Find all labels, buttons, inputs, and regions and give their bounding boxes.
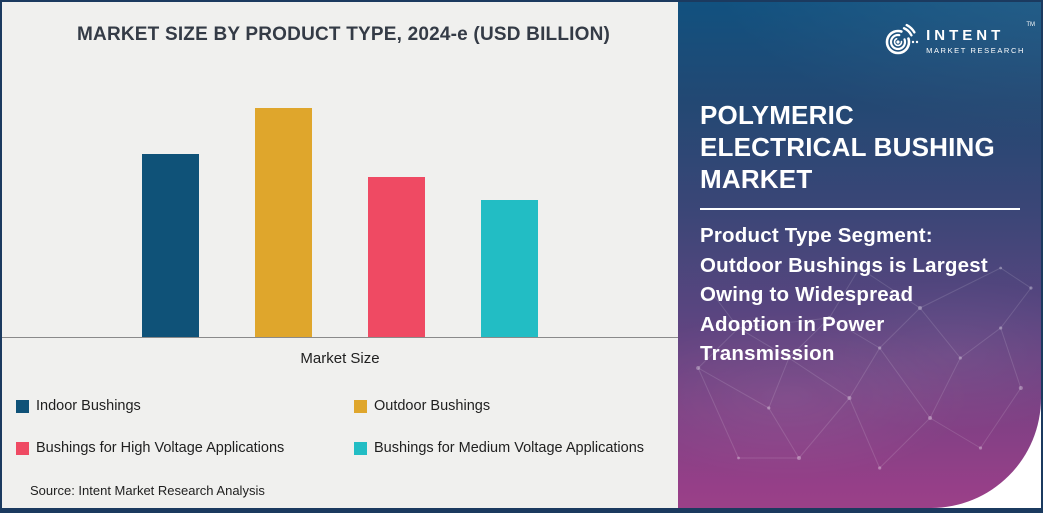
brand-name: INTENT [926, 27, 1005, 44]
trademark-symbol: TM [1026, 22, 1035, 28]
chart-legend: Indoor Bushings Outdoor Bushings Bushing… [16, 398, 671, 456]
report-title: POLYMERIC ELECTRICAL BUSHING MARKET [700, 100, 995, 194]
subtitle-line: Outdoor Bushings is Largest [700, 253, 988, 277]
chart-panel: MARKET SIZE BY PRODUCT TYPE, 2024-e (USD… [2, 2, 678, 508]
brand-logo-text: INTENT TM MARKET RESEARCH [926, 12, 1035, 55]
brand-logo: INTENT TM MARKET RESEARCH [876, 12, 1035, 60]
chart-title: MARKET SIZE BY PRODUCT TYPE, 2024-e (USD… [77, 24, 611, 45]
plot-area [2, 108, 678, 337]
bar-outdoor-bushings [255, 108, 312, 337]
legend-label: Outdoor Bushings [374, 398, 491, 414]
x-axis-line [2, 337, 678, 338]
legend-swatch-icon [16, 441, 29, 455]
bar-medium-voltage-bushings [481, 200, 538, 337]
sidebar: INTENT TM MARKET RESEARCH POLYMERIC ELEC… [678, 2, 1041, 508]
legend-label: Bushings for High Voltage Applications [36, 440, 285, 456]
x-axis-label: Market Size [300, 350, 380, 367]
bar-high-voltage-bushings [368, 177, 425, 337]
sidebar-wrap: INTENT TM MARKET RESEARCH POLYMERIC ELEC… [678, 2, 1041, 508]
subtitle-line: Transmission [700, 342, 835, 365]
subtitle-line: Owing to Widespread [700, 283, 914, 306]
bar-indoor-bushings [142, 154, 199, 337]
sidebar-content: POLYMERIC ELECTRICAL BUSHING MARKET Prod… [678, 2, 1041, 508]
report-subtitle: Product Type Segment: Outdoor Bushings i… [700, 221, 1020, 369]
legend-item-outdoor-bushings: Outdoor Bushings [354, 398, 671, 414]
subtitle-line: Product Type Segment: [700, 224, 933, 247]
legend-label: Bushings for Medium Voltage Applications [374, 440, 645, 456]
brand-subtitle: MARKET RESEARCH [926, 46, 1025, 55]
legend-swatch-icon [354, 399, 367, 413]
legend-item-indoor-bushings: Indoor Bushings [16, 398, 354, 414]
source-note: Source: Intent Market Research Analysis [30, 483, 265, 498]
radar-signal-icon [877, 21, 919, 60]
legend-swatch-icon [354, 441, 367, 455]
divider-line [700, 208, 1020, 210]
subtitle-line: Adoption in Power [700, 312, 885, 336]
legend-item-medium-voltage: Bushings for Medium Voltage Applications [354, 440, 671, 456]
legend-swatch-icon [16, 399, 29, 413]
legend-item-high-voltage: Bushings for High Voltage Applications [16, 440, 354, 456]
legend-label: Indoor Bushings [36, 398, 141, 414]
